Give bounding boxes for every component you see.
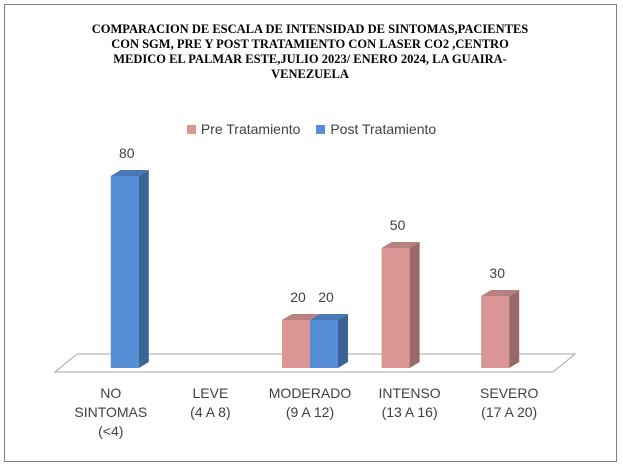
bar-front — [481, 296, 510, 368]
x-tick-label: LEVE (4 A 8) — [190, 385, 230, 420]
chart-title-line: CON SGM, PRE Y POST TRATAMIENTO CON LASE… — [111, 37, 509, 51]
x-tick-label-line: (<4) — [98, 423, 123, 439]
bar-side — [409, 242, 420, 368]
legend-item-post: Post Tratamiento — [316, 121, 436, 137]
bar-top — [282, 314, 320, 320]
legend-swatch-post — [316, 125, 326, 134]
bar-side — [338, 314, 348, 368]
legend-swatch-pre — [186, 125, 196, 134]
data-label: 50 — [390, 217, 406, 233]
x-tick-label-line: SEVERO — [480, 385, 538, 401]
x-tick-label-line: SINTOMAS — [74, 404, 147, 420]
x-tick-label-line: (9 A 12) — [286, 404, 334, 420]
x-tick-label-line: (4 A 8) — [190, 404, 230, 420]
data-label: 20 — [318, 289, 334, 305]
bar-top — [481, 290, 520, 296]
x-tick-label: SEVERO (17 A 20) — [480, 385, 538, 420]
x-tick-label-line: (17 A 20) — [481, 404, 537, 420]
bar-front — [110, 176, 139, 368]
data-label: 80 — [119, 145, 135, 161]
x-tick-label-line: MODERADO — [269, 385, 352, 401]
chart-title-line: MEDICO EL PALMAR ESTE,JULIO 2023/ ENERO … — [113, 52, 507, 66]
chart-title-line: VENEZUELA — [271, 67, 349, 81]
legend-label-pre: Pre Tratamiento — [200, 121, 301, 137]
chart-title-line: COMPARACION DE ESCALA DE INTENSIDAD DE S… — [91, 22, 529, 36]
chart-legend: Pre Tratamiento Post Tratamiento — [0, 121, 623, 137]
x-tick-label-line: (13 A 16) — [382, 404, 438, 420]
bar-side — [509, 290, 520, 368]
data-label: 30 — [489, 265, 505, 281]
x-tick-label: NO SINTOMAS (<4) — [74, 385, 147, 439]
x-tick-label-line: INTENSO — [378, 385, 440, 401]
bar-top — [110, 170, 149, 176]
bar-top — [310, 314, 348, 320]
data-label: 20 — [290, 289, 306, 305]
bar-top — [381, 242, 420, 248]
chart-title: COMPARACION DE ESCALA DE INTENSIDAD DE S… — [60, 22, 560, 82]
x-tick-label-line: NO — [100, 385, 121, 401]
x-tick-label: INTENSO (13 A 16) — [378, 385, 440, 420]
bar-front — [381, 248, 410, 368]
chart-frame — [4, 4, 617, 462]
bar-front — [310, 320, 338, 368]
legend-label-post: Post Tratamiento — [330, 121, 437, 137]
x-tick-label: MODERADO (9 A 12) — [269, 385, 352, 420]
legend-item-pre: Pre Tratamiento — [186, 121, 301, 137]
x-tick-label-line: LEVE — [192, 385, 228, 401]
bar-front — [282, 320, 310, 368]
bar-side — [138, 170, 149, 368]
